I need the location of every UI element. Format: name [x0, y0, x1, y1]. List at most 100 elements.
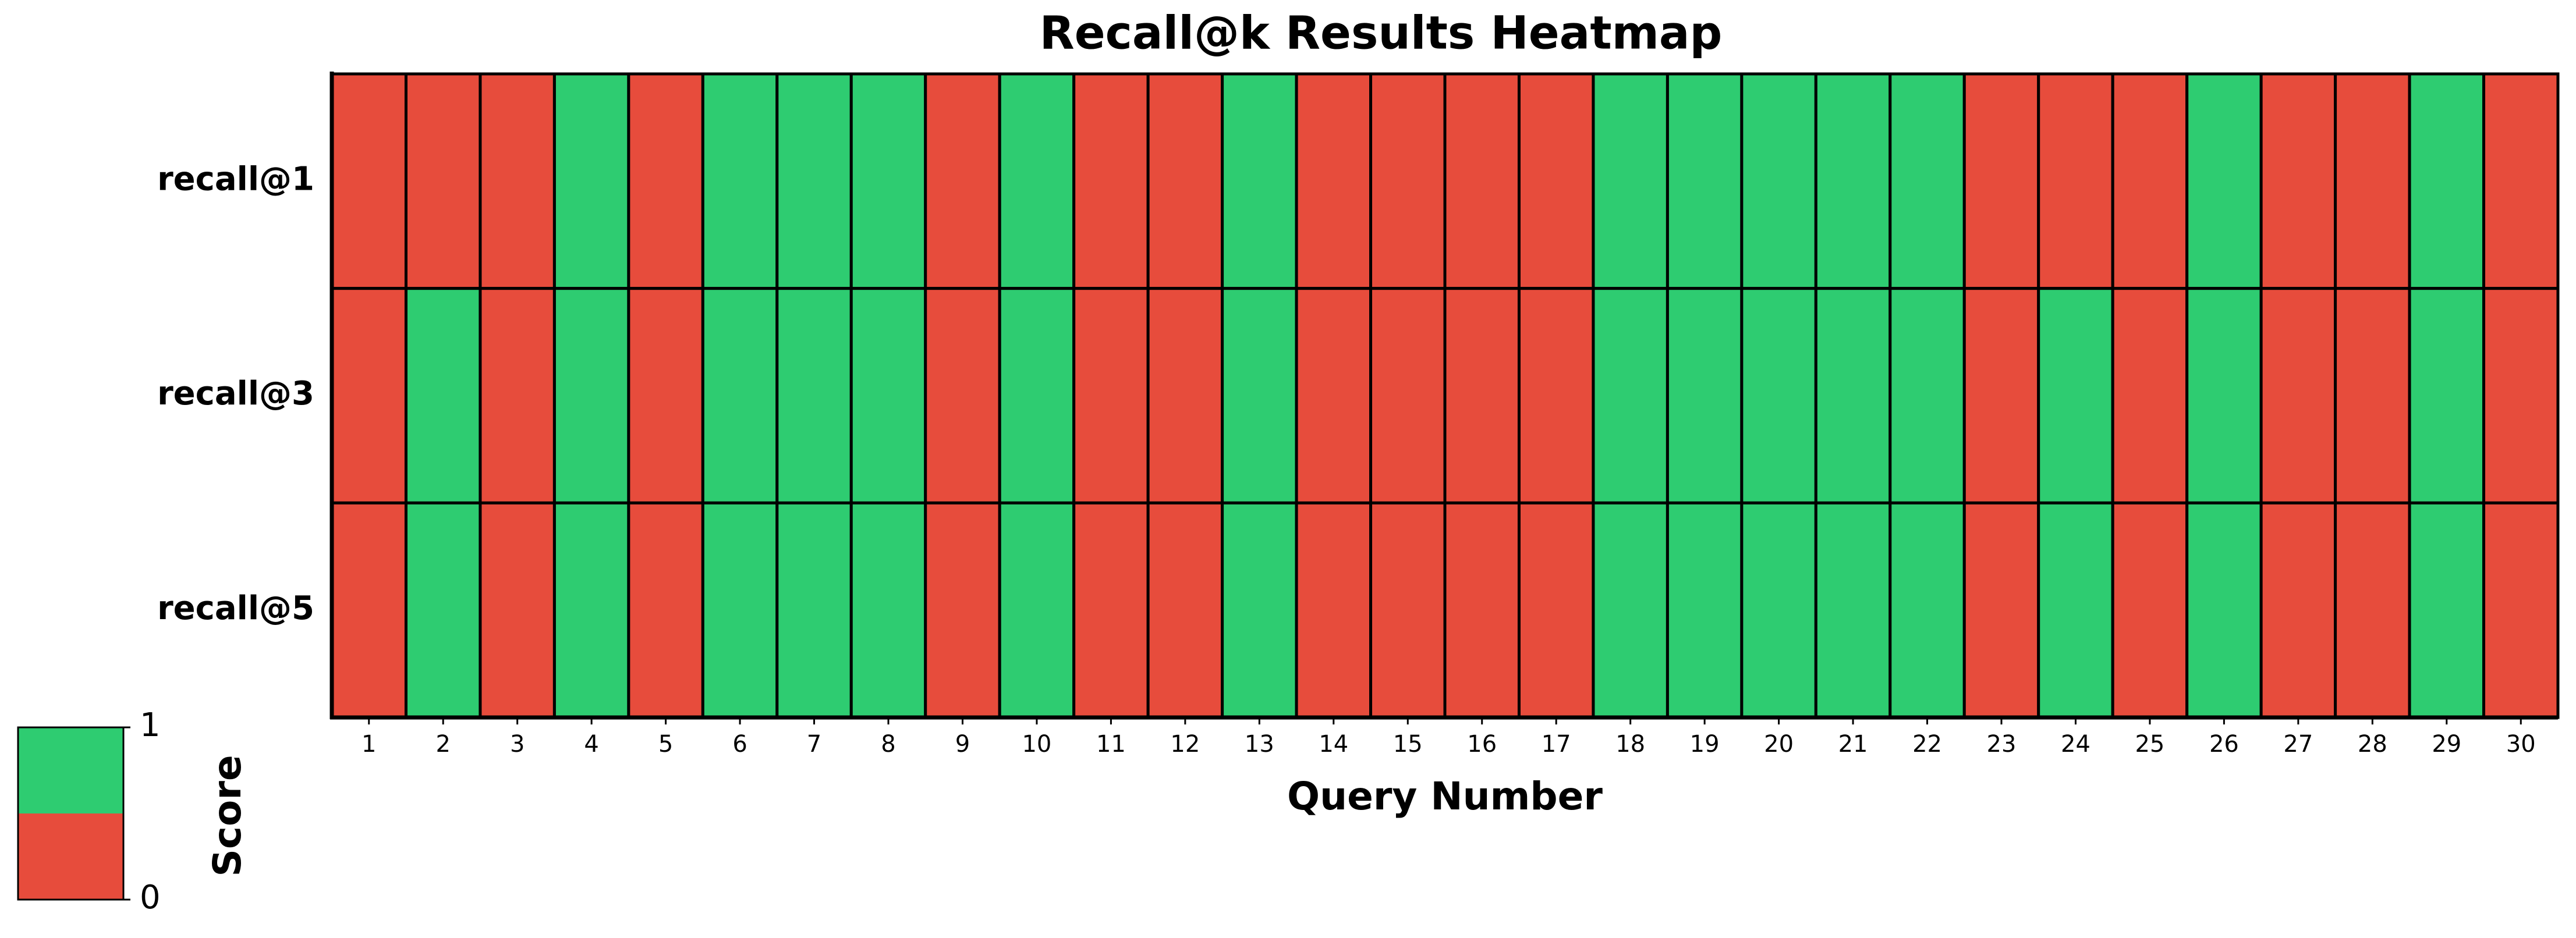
heatmap-cell — [1146, 501, 1224, 719]
heatmap-cell — [998, 287, 1076, 504]
heatmap-cell — [404, 72, 482, 290]
heatmap-cell — [1962, 287, 2040, 504]
heatmap-cell — [552, 72, 630, 290]
heatmap-cell — [849, 72, 927, 290]
heatmap-cell — [701, 72, 779, 290]
x-tick-label: 10 — [1022, 731, 1051, 758]
heatmap-cell — [2185, 287, 2263, 504]
x-tick-label: 20 — [1764, 731, 1794, 758]
heatmap-cell — [479, 501, 556, 719]
x-tick-label: 30 — [2506, 731, 2536, 758]
heatmap-cell — [1221, 287, 1298, 504]
heatmap-cell — [1666, 72, 1744, 290]
heatmap-cell — [2259, 287, 2337, 504]
heatmap-cell — [1221, 501, 1298, 719]
x-axis-label: Query Number — [1287, 774, 1603, 819]
heatmap-cell — [1962, 72, 2040, 290]
heatmap-cell — [2037, 72, 2114, 290]
x-tick-label: 7 — [807, 731, 821, 758]
heatmap-cell — [2111, 287, 2189, 504]
heatmap-cell — [1592, 501, 1669, 719]
heatmap-cell — [2408, 287, 2486, 504]
heatmap-cell — [2111, 72, 2189, 290]
x-tick-label: 15 — [1393, 731, 1423, 758]
x-tick-label: 26 — [2209, 731, 2239, 758]
heatmap-cell — [1072, 287, 1150, 504]
heatmap-cell — [2408, 72, 2486, 290]
heatmap-cell — [924, 287, 1001, 504]
heatmap-cell — [1221, 72, 1298, 290]
x-tick-label: 8 — [881, 731, 895, 758]
heatmap-cell — [998, 72, 1076, 290]
heatmap-cell — [924, 72, 1001, 290]
heatmap-cell — [1517, 72, 1595, 290]
x-tick-label: 23 — [1987, 731, 2017, 758]
heatmap-cell — [1146, 287, 1224, 504]
heatmap-cell — [849, 501, 927, 719]
x-tick-label: 28 — [2358, 731, 2387, 758]
heatmap-cell — [627, 72, 704, 290]
colorbar-frame — [17, 726, 125, 901]
heatmap-cell — [1592, 72, 1669, 290]
heatmap-cell — [1443, 72, 1521, 290]
heatmap-cell — [2482, 501, 2560, 719]
heatmap-cell — [2482, 287, 2560, 504]
heatmap-cell — [627, 287, 704, 504]
y-tick-label: recall@5 — [157, 589, 314, 627]
x-tick-label: 21 — [1838, 731, 1868, 758]
colorbar-segment — [18, 813, 123, 900]
colorbar-segment — [18, 727, 123, 813]
heatmap-cell — [2037, 501, 2114, 719]
heatmap-cell — [2334, 501, 2411, 719]
heatmap-cell — [1295, 72, 1373, 290]
heatmap-cell — [1592, 287, 1669, 504]
heatmap-cell — [1517, 287, 1595, 504]
heatmap-cell — [1814, 501, 1892, 719]
heatmap-cell — [1740, 287, 1817, 504]
x-tick-label: 16 — [1467, 731, 1497, 758]
colorbar-label: Score — [205, 755, 250, 876]
heatmap-cell — [924, 501, 1001, 719]
heatmap-cell — [998, 501, 1076, 719]
x-tick-label: 2 — [435, 731, 450, 758]
heatmap-cell — [2334, 72, 2411, 290]
heatmap-cell — [2259, 501, 2337, 719]
heatmap-cell — [775, 287, 853, 504]
heatmap-cell — [404, 501, 482, 719]
colorbar-tick-label: 0 — [140, 879, 161, 916]
x-tick-label: 14 — [1319, 731, 1348, 758]
y-tick-label: recall@1 — [157, 160, 314, 198]
chart-title: Recall@k Results Heatmap — [1040, 7, 1723, 59]
heatmap-cell — [1369, 72, 1447, 290]
heatmap-cell — [1517, 501, 1595, 719]
heatmap-cell — [1814, 287, 1892, 504]
heatmap-cell — [1072, 501, 1150, 719]
heatmap-cell — [479, 72, 556, 290]
x-tick-label: 11 — [1096, 731, 1126, 758]
heatmap-cell — [1814, 72, 1892, 290]
heatmap-cell — [1888, 72, 1966, 290]
heatmap-cell — [1443, 287, 1521, 504]
x-tick-label: 29 — [2432, 731, 2461, 758]
heatmap-cell — [552, 287, 630, 504]
x-tick-label: 27 — [2283, 731, 2313, 758]
x-tick-label: 18 — [1615, 731, 1645, 758]
heatmap-cell — [2111, 501, 2189, 719]
heatmap-cell — [2185, 501, 2263, 719]
heatmap-cell — [1295, 287, 1373, 504]
heatmap-cell — [627, 501, 704, 719]
heatmap-cell — [1369, 287, 1447, 504]
heatmap-cell — [404, 287, 482, 504]
x-tick-label: 12 — [1170, 731, 1200, 758]
x-tick-label: 9 — [955, 731, 970, 758]
heatmap-cell — [775, 501, 853, 719]
heatmap-cell — [1146, 72, 1224, 290]
heatmap-cell — [2185, 72, 2263, 290]
heatmap-cell — [775, 72, 853, 290]
x-tick-label: 3 — [510, 731, 525, 758]
heatmap-cell — [701, 501, 779, 719]
colorbar-tick-label: 1 — [140, 706, 161, 744]
x-tick-label: 25 — [2135, 731, 2164, 758]
heatmap-cell — [1369, 501, 1447, 719]
x-tick-label: 4 — [584, 731, 598, 758]
